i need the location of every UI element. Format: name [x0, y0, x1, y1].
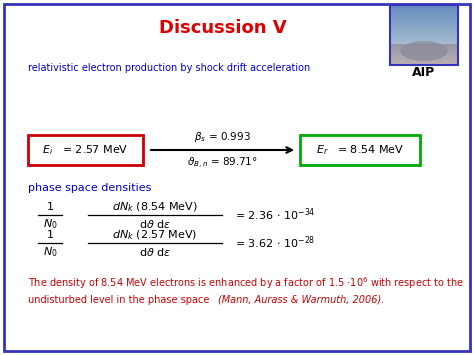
Text: $dN_k$ (2.57 MeV): $dN_k$ (2.57 MeV): [112, 228, 198, 242]
Bar: [390, 11, 458, 14]
Text: $\vartheta_{B,n}$ = 89.71°: $\vartheta_{B,n}$ = 89.71°: [187, 155, 258, 170]
Bar: [390, 28, 458, 32]
Text: d$\vartheta$ d$\varepsilon$: d$\vartheta$ d$\varepsilon$: [139, 218, 171, 230]
Bar: [390, 20, 458, 23]
Text: phase space densities: phase space densities: [28, 183, 151, 193]
Bar: [390, 5, 458, 8]
Text: 1: 1: [46, 202, 54, 212]
Text: AIP: AIP: [412, 66, 436, 80]
Bar: [390, 44, 458, 47]
Text: $\beta_s$ = 0.993: $\beta_s$ = 0.993: [194, 130, 251, 144]
Text: relativistic electron production by shock drift acceleration: relativistic electron production by shoc…: [28, 63, 310, 73]
Bar: [28, 135, 143, 165]
Text: Discussion V: Discussion V: [159, 19, 287, 37]
Bar: [390, 47, 458, 50]
Text: The density of 8.54 MeV electrons is enhanced by a factor of 1.5 $\cdot$10$^6$ w: The density of 8.54 MeV electrons is enh…: [28, 275, 464, 291]
Text: 1: 1: [46, 230, 54, 240]
Bar: [390, 34, 458, 38]
Bar: [390, 53, 458, 56]
Bar: [390, 26, 458, 29]
Text: $N_0$: $N_0$: [43, 217, 57, 231]
Text: undisturbed level in the phase space: undisturbed level in the phase space: [28, 295, 212, 305]
Bar: [390, 32, 458, 35]
Text: = 3.62 $\cdot$ 10$^{-28}$: = 3.62 $\cdot$ 10$^{-28}$: [235, 235, 315, 251]
Bar: [390, 55, 458, 59]
Bar: [390, 5, 458, 65]
Text: $N_0$: $N_0$: [43, 245, 57, 259]
Text: $E_i$   = 2.57 MeV: $E_i$ = 2.57 MeV: [42, 143, 129, 157]
Bar: [390, 16, 458, 20]
Bar: [390, 40, 458, 44]
Text: (Mann, Aurass & Warmuth, 2006).: (Mann, Aurass & Warmuth, 2006).: [218, 295, 384, 305]
Bar: [390, 38, 458, 41]
Bar: [390, 49, 458, 53]
Text: d$\vartheta$ d$\varepsilon$: d$\vartheta$ d$\varepsilon$: [139, 246, 171, 258]
Text: = 2.36 $\cdot$ 10$^{-34}$: = 2.36 $\cdot$ 10$^{-34}$: [235, 207, 316, 223]
Ellipse shape: [400, 41, 448, 61]
Bar: [390, 59, 458, 62]
Bar: [390, 22, 458, 26]
Text: $E_r$   = 8.54 MeV: $E_r$ = 8.54 MeV: [316, 143, 404, 157]
Bar: [390, 7, 458, 11]
Bar: [300, 135, 420, 165]
Bar: [390, 61, 458, 65]
Bar: [390, 13, 458, 17]
Text: $dN_k$ (8.54 MeV): $dN_k$ (8.54 MeV): [112, 200, 198, 214]
